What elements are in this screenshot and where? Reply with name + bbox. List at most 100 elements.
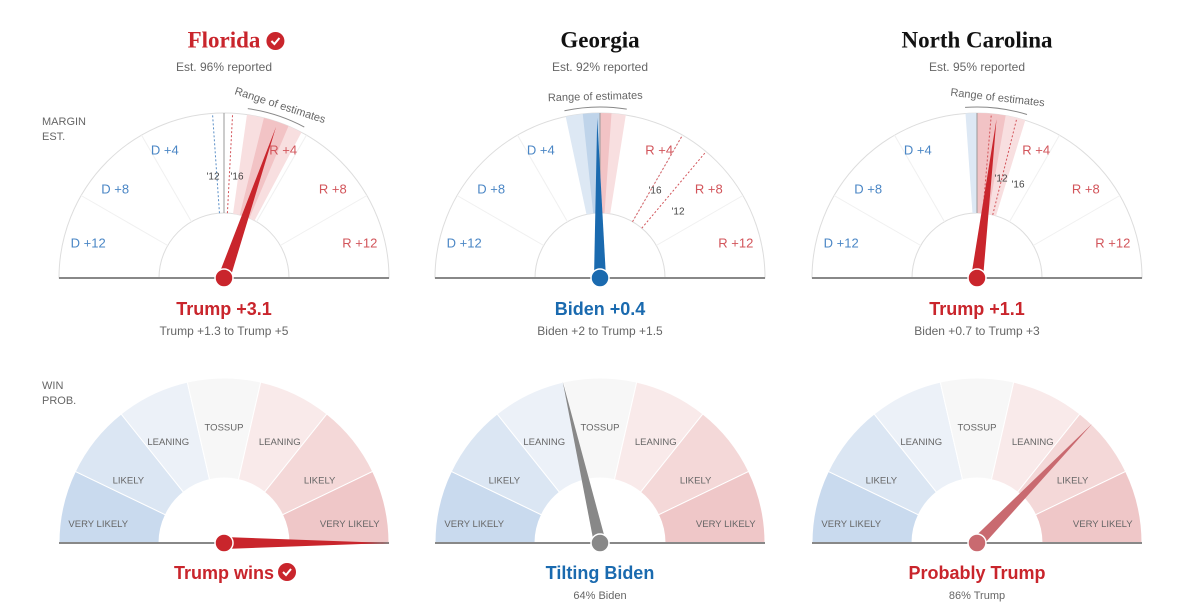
check-mark (282, 568, 292, 577)
margin-heading: EST. (42, 131, 65, 143)
state-name: North Carolina (902, 27, 1053, 52)
reported: Est. 96% reported (176, 60, 272, 74)
win-scale-label: TOSSUP (958, 423, 997, 434)
win-scale-label: LEANING (900, 437, 942, 448)
past-result (641, 151, 707, 229)
gauge-spoke (280, 195, 368, 246)
state-name: Florida (188, 27, 261, 52)
win-scale-label: VERY LIKELY (1073, 519, 1133, 530)
past-year-label: '12 (206, 172, 219, 183)
needle-hub (214, 533, 234, 553)
margin-scale-label: D +12 (824, 236, 859, 251)
past-year-label: '16 (1011, 180, 1024, 191)
outcome: Tilting Biden (546, 563, 655, 583)
win-scale-label: LEANING (523, 437, 565, 448)
range-core (600, 113, 612, 214)
margin-scale-label: R +12 (718, 236, 753, 251)
needle (218, 126, 277, 280)
win-scale-label: VERY LIKELY (696, 519, 756, 530)
win-scale-label: VERY LIKELY (68, 519, 128, 530)
margin-scale-label: R +4 (645, 143, 673, 158)
needle-hub (967, 533, 987, 553)
margin-range: Biden +2 to Trump +1.5 (537, 324, 663, 338)
past-result (632, 134, 683, 222)
needle-hub (967, 268, 987, 288)
past-year-label: '16 (230, 172, 243, 183)
gauge-spoke (1033, 195, 1121, 246)
range-wedge (965, 113, 977, 214)
needle-hub (590, 268, 610, 288)
range-arc (247, 108, 305, 128)
past-year-label: '16 (648, 186, 661, 197)
win-scale-label: LIKELY (866, 475, 898, 486)
margin-estimate: Biden +0.4 (555, 299, 646, 319)
needle (972, 423, 1093, 548)
margin-scale-label: R +4 (1022, 143, 1050, 158)
check-icon (266, 32, 285, 50)
margin-range: Trump +1.3 to Trump +5 (160, 324, 289, 338)
needle (971, 119, 997, 279)
win-scale-label: TOSSUP (581, 423, 620, 434)
win-scale-label: LIKELY (304, 475, 336, 486)
gauge-spoke (894, 134, 945, 222)
outcome-detail: 64% Biden (573, 590, 626, 602)
margin-scale-label: R +12 (342, 236, 377, 251)
gauge-spoke (141, 134, 192, 222)
needle (562, 381, 606, 545)
reported: Est. 95% reported (929, 60, 1025, 74)
outcome: Probably Trump (908, 563, 1045, 583)
needle-hub (590, 533, 610, 553)
range-arc (564, 106, 627, 112)
margin-scale-label: R +8 (1072, 181, 1100, 196)
win-scale-label: LEANING (259, 437, 301, 448)
margin-scale-label: D +4 (527, 143, 555, 158)
needle-hub (214, 268, 234, 288)
win-scale-label: LEANING (147, 437, 189, 448)
margin-scale-label: D +8 (101, 181, 129, 196)
gauge-spoke (256, 134, 307, 222)
check-icon (278, 563, 297, 581)
win-scale-label: LIKELY (680, 475, 712, 486)
win-scale-label: VERY LIKELY (444, 519, 504, 530)
win-scale-label: LIKELY (489, 475, 521, 486)
margin-scale-label: R +12 (1095, 236, 1130, 251)
margin-scale-label: D +8 (477, 181, 505, 196)
past-result (211, 113, 220, 214)
state-name: Georgia (560, 27, 640, 52)
past-result (226, 113, 234, 214)
past-result (992, 117, 1018, 216)
margin-scale-label: D +8 (854, 181, 882, 196)
margin-scale-label: R +8 (319, 181, 347, 196)
gauge-spoke (656, 195, 744, 246)
win-scale-label: TOSSUP (205, 423, 244, 434)
margin-estimate: Trump +1.1 (929, 299, 1025, 319)
win-heading: PROB. (42, 395, 76, 407)
range-label: Range of estimates (548, 90, 644, 104)
margin-scale-label: D +12 (71, 236, 106, 251)
margin-heading: MARGIN (42, 116, 86, 128)
win-scale-label: LEANING (635, 437, 677, 448)
range-label: Range of estimates (950, 87, 1046, 110)
win-heading: WIN (42, 380, 63, 392)
check-mark (270, 37, 281, 46)
win-scale-label: LIKELY (1057, 475, 1089, 486)
margin-estimate: Trump +3.1 (176, 299, 272, 319)
gauge-spoke (517, 134, 568, 222)
margin-scale-label: R +8 (695, 181, 723, 196)
win-scale-label: LIKELY (113, 475, 145, 486)
needle (224, 537, 390, 549)
margin-scale-label: D +4 (904, 143, 932, 158)
gauge-spoke (833, 195, 921, 246)
gauge-spoke (456, 195, 544, 246)
range-core (582, 113, 600, 214)
range-arc (965, 106, 1028, 115)
outcome: Trump wins (174, 563, 274, 583)
margin-scale-label: D +4 (151, 143, 179, 158)
win-scale-label: VERY LIKELY (821, 519, 881, 530)
needle (594, 118, 606, 279)
gauge-spoke (80, 195, 168, 246)
gauge-spoke (1009, 134, 1060, 222)
reported: Est. 92% reported (552, 60, 648, 74)
margin-scale-label: D +12 (447, 236, 482, 251)
